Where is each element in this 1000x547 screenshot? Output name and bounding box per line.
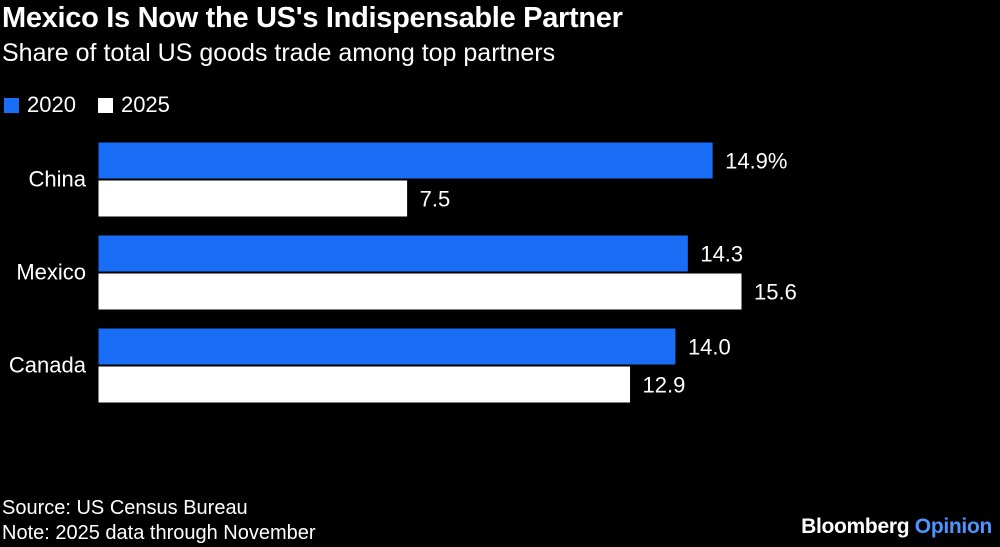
bar-china-2020 bbox=[97, 141, 714, 180]
bar-canada-2020 bbox=[97, 327, 677, 366]
legend-label-2020: 2020 bbox=[27, 92, 76, 117]
value-label-canada-2020: 14.0 bbox=[688, 335, 731, 360]
value-label-mexico-2025: 15.6 bbox=[754, 280, 797, 305]
source-note: Source: US Census Bureau bbox=[2, 497, 248, 519]
chart-subtitle: Share of total US goods trade among top … bbox=[2, 39, 556, 67]
brand-suffix: Opinion bbox=[914, 515, 993, 538]
bar-chart: China 14.9% 7.5 Mexico 14.3 15.6 Canada 14.012.… bbox=[9, 141, 797, 404]
bar-canada-2025 bbox=[97, 365, 632, 404]
bar-mexico-2025 bbox=[97, 272, 743, 311]
footer: Source: US Census Bureau Note: 2025 data… bbox=[2, 496, 316, 546]
legend-swatch-2020 bbox=[4, 97, 19, 113]
legend-item-2020: 2020 bbox=[4, 92, 76, 118]
brand-logo: Bloomberg Opinion bbox=[801, 515, 992, 539]
bar-china-2025 bbox=[97, 179, 409, 218]
legend-item-2025: 2025 bbox=[97, 92, 170, 118]
legend-swatch-2025 bbox=[97, 97, 113, 113]
category-label-mexico: Mexico bbox=[16, 260, 86, 285]
brand-name: Bloomberg bbox=[801, 515, 910, 538]
value-label-canada-2025: 12.9 bbox=[643, 373, 686, 398]
bar-mexico-2020 bbox=[97, 234, 689, 273]
legend: 2020 2025 bbox=[4, 92, 192, 118]
chart-title: Mexico Is Now the US's Indispensable Par… bbox=[2, 2, 623, 34]
value-label-mexico-2020: 14.3 bbox=[700, 242, 743, 267]
legend-label-2025: 2025 bbox=[120, 92, 170, 117]
category-label-china: China bbox=[29, 167, 87, 192]
data-note: Note: 2025 data through November bbox=[2, 522, 316, 544]
value-label-china-2020: 14.9% bbox=[725, 149, 787, 174]
value-label-china-2025: 7.5 bbox=[420, 187, 451, 212]
category-label-canada: Canada bbox=[9, 353, 87, 378]
